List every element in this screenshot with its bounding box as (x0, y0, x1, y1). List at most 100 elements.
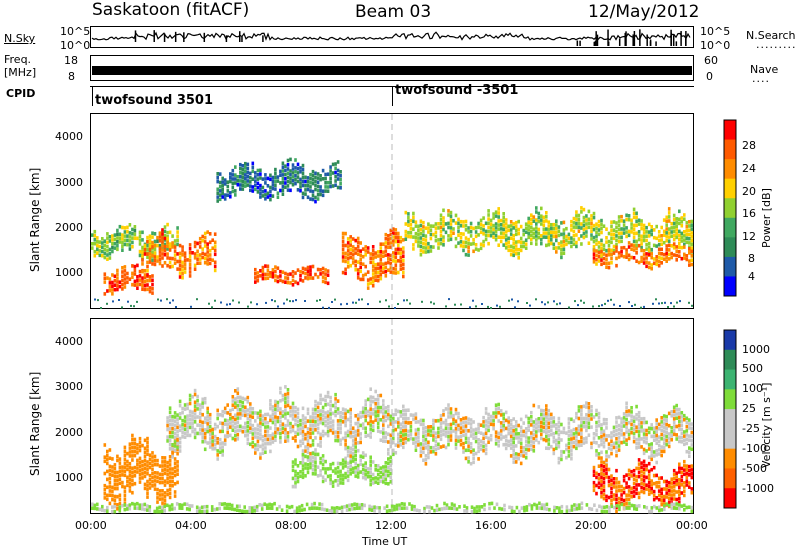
velocity-heatmap-cell (118, 469, 122, 473)
power-heatmap-cell (565, 238, 568, 243)
velocity-heatmap-cell (158, 493, 162, 497)
power-heatmap-cell (467, 245, 470, 250)
power-heatmap-cell (259, 269, 262, 273)
velocity-heatmap-cell (203, 439, 207, 444)
velocity-heatmap-cell (532, 403, 536, 408)
power-colorbar-swatch (724, 178, 736, 199)
velocity-heatmap-cell (279, 386, 282, 391)
velocity-heatmap-cell (547, 442, 551, 446)
power-heatmap-cell (424, 242, 428, 246)
velocity-heatmap-cell (374, 476, 377, 480)
power-heatmap-cell (662, 240, 666, 245)
power-heatmap-cell (557, 225, 561, 229)
power-heatmap-cell (183, 266, 187, 271)
power-heatmap-cell (439, 237, 443, 242)
velocity-heatmap-cell (417, 431, 420, 436)
velocity-heatmap-cell (359, 415, 362, 419)
velocity-heatmap-cell (647, 443, 651, 447)
velocity-heatmap-cell (582, 424, 586, 429)
velocity-heatmap-cell (422, 426, 425, 431)
power-heatmap-cell (356, 248, 360, 253)
power-heatmap-cell (610, 260, 613, 265)
power-heatmap-cell (133, 283, 137, 287)
velocity-heatmap-cell (364, 410, 367, 415)
power-heatmap-cell (683, 217, 686, 221)
velocity-heatmap-cell (266, 429, 270, 433)
velocity-heatmap-cell (136, 450, 139, 455)
velocity-heatmap-cell (389, 463, 393, 468)
velocity-heatmap-cell (126, 459, 129, 464)
velocity-heatmap-cell (166, 427, 169, 432)
velocity-heatmap-cell (627, 489, 631, 493)
power-heatmap-cell (565, 234, 568, 239)
power-heatmap-cell (637, 218, 641, 223)
velocity-heatmap-cell (279, 399, 282, 403)
velocity-heatmap (91, 319, 694, 514)
power-near-range-dot (544, 303, 546, 306)
velocity-heatmap-cell (271, 405, 275, 409)
power-heatmap-cell (151, 278, 154, 283)
velocity-heatmap-cell (512, 448, 515, 453)
velocity-heatmap-cell (447, 427, 450, 431)
power-near-range-dot (406, 299, 408, 302)
velocity-heatmap-cell (246, 408, 250, 412)
power-heatmap-cell (294, 170, 297, 174)
velocity-heatmap-cell (557, 444, 561, 449)
velocity-heatmap-cell (617, 488, 621, 493)
velocity-heatmap-cell (688, 464, 691, 469)
power-heatmap-cell (522, 232, 525, 237)
power-heatmap-cell (231, 185, 235, 190)
velocity-heatmap-cell (336, 474, 340, 479)
power-heatmap-cell (306, 179, 310, 184)
velocity-heatmap-cell (585, 436, 588, 440)
velocity-heatmap-cell (432, 418, 435, 423)
power-heatmap-cell (93, 237, 97, 242)
velocity-heatmap-cell (615, 497, 618, 501)
velocity-heatmap-cell (203, 416, 207, 420)
velocity-heatmap-cell (166, 420, 169, 424)
velocity-heatmap-cell (459, 442, 463, 447)
velocity-heatmap-cell (319, 409, 322, 413)
velocity-heatmap-cell (683, 442, 686, 447)
power-heatmap-cell (294, 158, 297, 162)
power-heatmap-cell (241, 175, 245, 180)
velocity-heatmap-cell (603, 505, 606, 510)
power-cb-tick-24: 24 (742, 162, 756, 175)
power-heatmap-cell (259, 274, 262, 278)
velocity-heatmap-cell (368, 504, 371, 509)
velocity-heatmap-cell (600, 491, 603, 495)
power-heatmap-cell (407, 219, 410, 224)
power-heatmap-cell (615, 225, 618, 230)
power-heatmap-cell (161, 252, 164, 256)
velocity-heatmap-cell (640, 469, 643, 473)
velocity-heatmap-cell (163, 479, 167, 483)
velocity-heatmap-cell (672, 477, 676, 481)
power-heatmap-cell (585, 230, 588, 234)
velocity-heatmap-cell (652, 493, 656, 498)
power-heatmap-cell (399, 263, 403, 267)
power-heatmap-cell (188, 262, 192, 267)
velocity-heatmap-cell (359, 410, 362, 415)
velocity-heatmap-cell (667, 492, 671, 497)
power-heatmap-cell (675, 258, 678, 262)
power-heatmap-cell (216, 179, 219, 184)
power-heatmap-cell (652, 228, 656, 232)
velocity-heatmap-cell (469, 442, 473, 446)
velocity-heatmap-cell (467, 440, 470, 445)
power-heatmap-cell (148, 289, 152, 294)
power-heatmap-cell (502, 215, 505, 220)
velocity-heatmap-cell (402, 408, 405, 413)
velocity-heatmap-cell (512, 444, 515, 449)
velocity-heatmap-cell (657, 452, 661, 456)
power-near-range-dot (274, 300, 276, 303)
power-heatmap-cell (535, 226, 538, 230)
velocity-heatmap-cell (527, 448, 530, 452)
velocity-heatmap-cell (175, 502, 179, 506)
velocity-heatmap-cell (294, 473, 297, 478)
velocity-heatmap-cell (499, 409, 503, 413)
power-heatmap-cell (93, 253, 97, 258)
velocity-heatmap-cell (211, 435, 214, 439)
velocity-heatmap-cell (675, 502, 679, 506)
power-heatmap-cell (163, 252, 167, 257)
power-heatmap-cell (266, 191, 270, 196)
